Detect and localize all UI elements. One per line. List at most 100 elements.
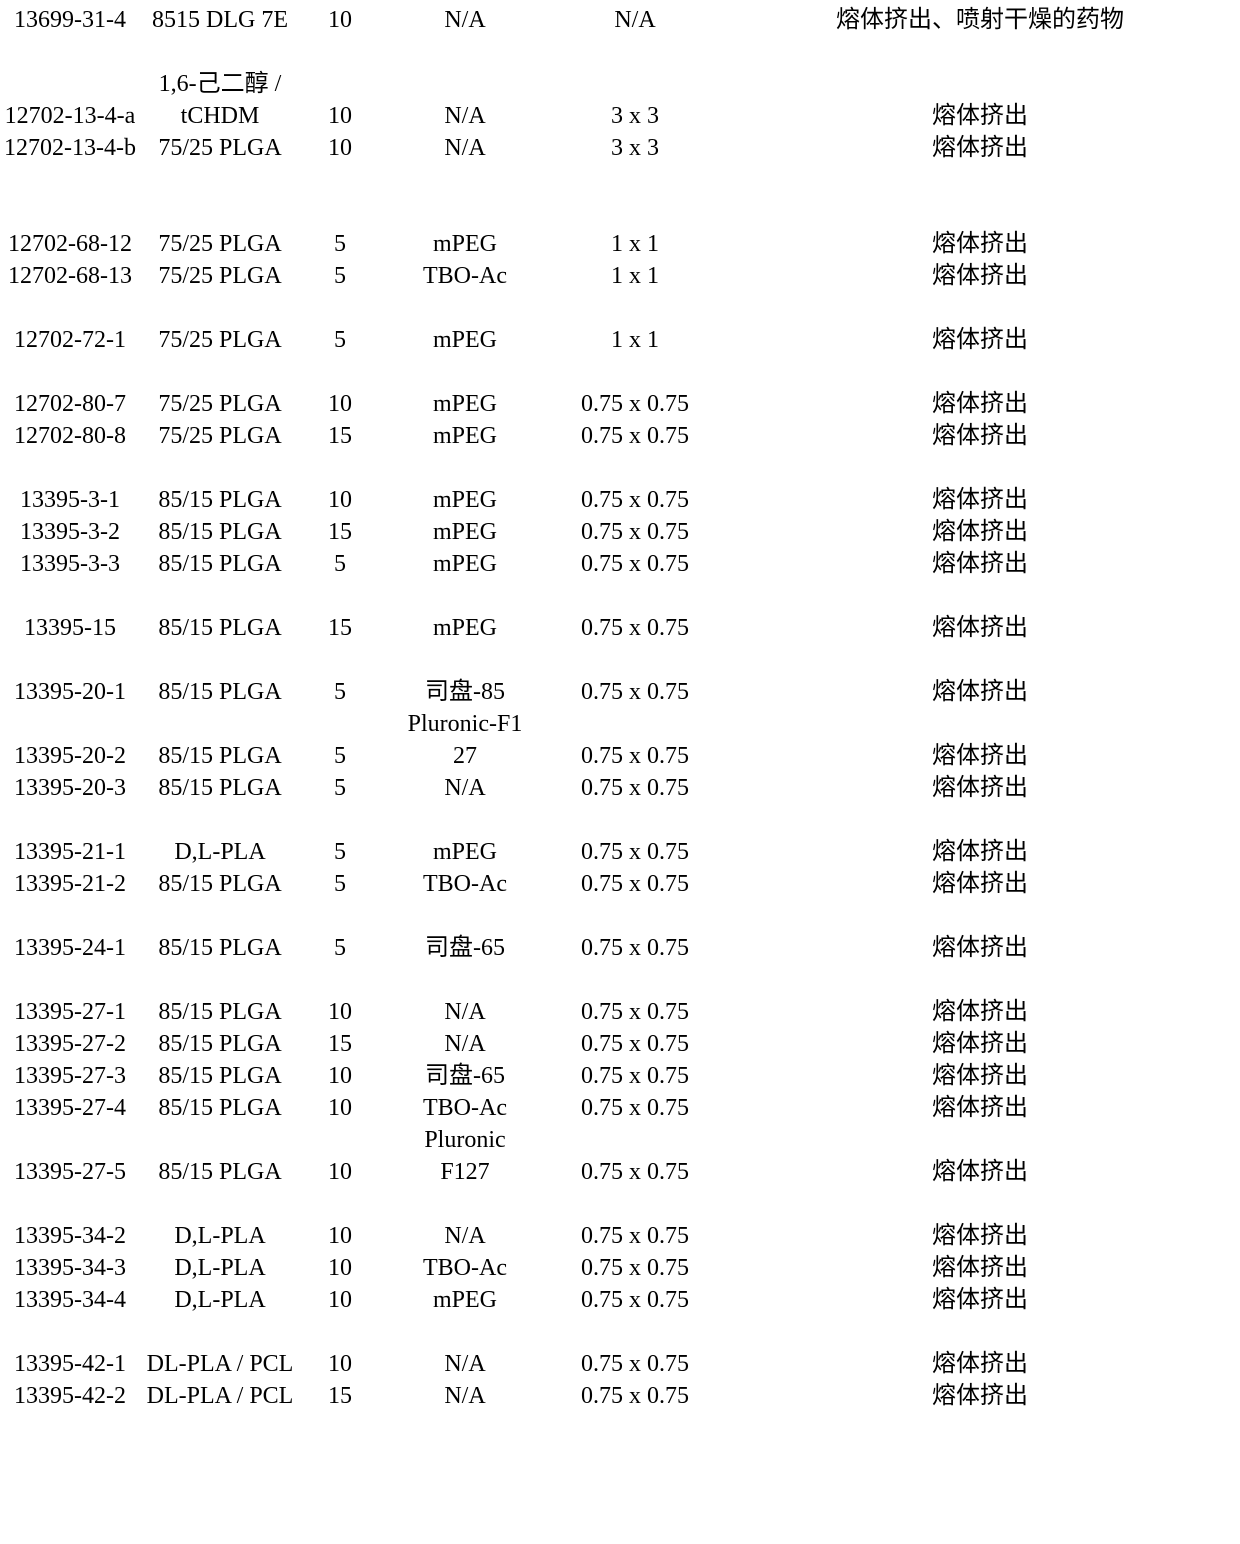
cell-additive: 司盘-65: [380, 932, 550, 964]
cell-additive: N/A: [380, 772, 550, 804]
cell-process: 熔体挤出: [720, 772, 1240, 804]
table-row: [0, 1316, 1240, 1348]
cell-additive: N/A: [380, 996, 550, 1028]
table-body: 13699-31-48515 DLG 7E10N/AN/A熔体挤出、喷射干燥的药…: [0, 4, 1240, 1412]
table-row: [0, 804, 1240, 836]
table-row: 13395-27-285/15 PLGA15N/A0.75 x 0.75熔体挤出: [0, 1028, 1240, 1060]
table-row: 13395-3-285/15 PLGA15mPEG0.75 x 0.75熔体挤出: [0, 516, 1240, 548]
cell-process: 熔体挤出: [720, 132, 1240, 164]
cell-pct: [300, 708, 380, 740]
cell-additive: N/A: [380, 1380, 550, 1412]
table-row: 13395-27-485/15 PLGA10TBO-Ac0.75 x 0.75熔…: [0, 1092, 1240, 1124]
cell-additive: TBO-Ac: [380, 868, 550, 900]
table-row: [0, 292, 1240, 324]
cell-additive: N/A: [380, 1348, 550, 1380]
table-row: 12702-72-175/25 PLGA5mPEG1 x 1熔体挤出: [0, 324, 1240, 356]
cell-id: 13395-3-3: [0, 548, 140, 580]
cell-pct: 5: [300, 324, 380, 356]
cell-process: 熔体挤出: [720, 676, 1240, 708]
cell-additive: mPEG: [380, 612, 550, 644]
cell-size: [550, 708, 720, 740]
cell-size: 0.75 x 0.75: [550, 420, 720, 452]
cell-size: 0.75 x 0.75: [550, 1252, 720, 1284]
cell-process: [720, 1124, 1240, 1156]
cell-id: 13395-3-1: [0, 484, 140, 516]
table-row: 13395-24-185/15 PLGA5司盘-650.75 x 0.75熔体挤…: [0, 932, 1240, 964]
data-table: 13699-31-48515 DLG 7E10N/AN/A熔体挤出、喷射干燥的药…: [0, 4, 1240, 1412]
cell-polymer: 85/15 PLGA: [140, 1092, 300, 1124]
cell-pct: 15: [300, 420, 380, 452]
gap-cell: [0, 292, 1240, 324]
cell-additive: mPEG: [380, 388, 550, 420]
gap-cell: [0, 452, 1240, 484]
cell-size: 0.75 x 0.75: [550, 484, 720, 516]
table-row: 13395-34-4D,L-PLA10mPEG0.75 x 0.75熔体挤出: [0, 1284, 1240, 1316]
cell-process: [720, 708, 1240, 740]
cell-process: 熔体挤出、喷射干燥的药物: [720, 4, 1240, 36]
cell-additive: mPEG: [380, 836, 550, 868]
cell-id: 13395-42-1: [0, 1348, 140, 1380]
table-row: 13395-27-585/15 PLGA10F1270.75 x 0.75熔体挤…: [0, 1156, 1240, 1188]
cell-pct: 10: [300, 1092, 380, 1124]
cell-size: 0.75 x 0.75: [550, 1060, 720, 1092]
table-row: 12702-13-4-b75/25 PLGA10N/A3 x 3熔体挤出: [0, 132, 1240, 164]
cell-pct: 10: [300, 132, 380, 164]
cell-polymer: [140, 708, 300, 740]
gap-cell: [0, 196, 1240, 228]
table-row: [0, 356, 1240, 388]
gap-cell: [0, 964, 1240, 996]
cell-id: 13395-27-2: [0, 1028, 140, 1060]
cell-size: 0.75 x 0.75: [550, 676, 720, 708]
cell-pct: 10: [300, 1220, 380, 1252]
cell-id: [0, 1124, 140, 1156]
cell-id: 13395-27-4: [0, 1092, 140, 1124]
cell-id: 13395-3-2: [0, 516, 140, 548]
gap-cell: [0, 1316, 1240, 1348]
cell-polymer: 85/15 PLGA: [140, 996, 300, 1028]
cell-pct: 10: [300, 100, 380, 132]
cell-id: [0, 68, 140, 100]
cell-process: 熔体挤出: [720, 740, 1240, 772]
cell-polymer: 85/15 PLGA: [140, 612, 300, 644]
table-row: 13395-1585/15 PLGA15mPEG0.75 x 0.75熔体挤出: [0, 612, 1240, 644]
cell-process: 熔体挤出: [720, 612, 1240, 644]
cell-process: 熔体挤出: [720, 1156, 1240, 1188]
cell-polymer: D,L-PLA: [140, 1220, 300, 1252]
cell-additive: TBO-Ac: [380, 260, 550, 292]
cell-size: 0.75 x 0.75: [550, 388, 720, 420]
table-row: 13395-3-185/15 PLGA10mPEG0.75 x 0.75熔体挤出: [0, 484, 1240, 516]
cell-size: [550, 68, 720, 100]
cell-additive: Pluronic-F1: [380, 708, 550, 740]
table-row: [0, 36, 1240, 68]
cell-size: 0.75 x 0.75: [550, 1028, 720, 1060]
cell-size: 0.75 x 0.75: [550, 516, 720, 548]
gap-cell: [0, 644, 1240, 676]
cell-polymer: DL-PLA / PCL: [140, 1348, 300, 1380]
cell-pct: 10: [300, 4, 380, 36]
table-row: 13395-20-185/15 PLGA5司盘-850.75 x 0.75熔体挤…: [0, 676, 1240, 708]
cell-pct: 5: [300, 932, 380, 964]
cell-process: 熔体挤出: [720, 1380, 1240, 1412]
cell-id: [0, 708, 140, 740]
gap-cell: [0, 36, 1240, 68]
cell-pct: 10: [300, 1284, 380, 1316]
cell-id: 12702-13-4-b: [0, 132, 140, 164]
cell-additive: TBO-Ac: [380, 1092, 550, 1124]
table-row: 13395-20-285/15 PLGA5270.75 x 0.75熔体挤出: [0, 740, 1240, 772]
cell-size: 0.75 x 0.75: [550, 1348, 720, 1380]
cell-process: 熔体挤出: [720, 388, 1240, 420]
cell-id: 12702-68-12: [0, 228, 140, 260]
table-row: 13395-42-1DL-PLA / PCL10N/A0.75 x 0.75熔体…: [0, 1348, 1240, 1380]
table-row: [0, 1188, 1240, 1220]
cell-polymer: D,L-PLA: [140, 1284, 300, 1316]
cell-pct: 15: [300, 612, 380, 644]
cell-pct: 10: [300, 996, 380, 1028]
cell-pct: 5: [300, 228, 380, 260]
cell-polymer: 85/15 PLGA: [140, 1028, 300, 1060]
cell-polymer: 85/15 PLGA: [140, 740, 300, 772]
cell-polymer: 75/25 PLGA: [140, 324, 300, 356]
cell-pct: 5: [300, 836, 380, 868]
table-row: [0, 196, 1240, 228]
cell-id: 13395-21-1: [0, 836, 140, 868]
cell-size: 0.75 x 0.75: [550, 932, 720, 964]
